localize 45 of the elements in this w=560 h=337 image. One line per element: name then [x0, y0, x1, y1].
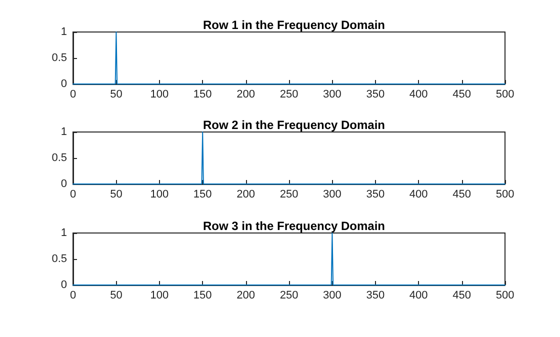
y-tick-label: 1 — [60, 227, 67, 239]
x-tick-label: 500 — [496, 290, 514, 302]
x-tick-label: 350 — [366, 88, 385, 100]
x-tick-label: 300 — [323, 188, 342, 200]
x-tick-label: 0 — [70, 88, 76, 100]
y-tick-label: 0 — [60, 178, 67, 190]
x-tick-label: 200 — [236, 88, 255, 100]
x-tick-label: 50 — [110, 88, 122, 100]
x-tick-label: 100 — [150, 290, 169, 302]
x-tick-label: 400 — [409, 290, 428, 302]
x-tick-label: 100 — [150, 88, 169, 100]
x-tick-label: 250 — [280, 188, 298, 200]
x-tick-label: 100 — [150, 188, 169, 200]
x-tick-label: 50 — [110, 290, 122, 302]
x-tick-label: 200 — [236, 290, 255, 302]
x-tick-label: 0 — [70, 290, 76, 302]
chart-title: Row 2 in the Frequency Domain — [202, 118, 386, 132]
x-tick-label: 450 — [452, 88, 471, 100]
x-tick-label: 300 — [323, 290, 342, 302]
x-tick-label: 0 — [70, 188, 76, 200]
x-tick-label: 150 — [193, 188, 212, 200]
y-tick-label: 0 — [60, 279, 67, 291]
x-tick-label: 150 — [193, 290, 212, 302]
x-tick-label: 450 — [452, 290, 471, 302]
x-tick-label: 200 — [236, 188, 255, 200]
x-tick-label: 450 — [452, 188, 471, 200]
y-tick-label: 0.5 — [52, 152, 67, 164]
x-tick-label: 400 — [409, 88, 428, 100]
y-tick-label: 1 — [60, 26, 67, 38]
y-tick-label: 0.5 — [52, 52, 67, 64]
x-tick-label: 500 — [496, 88, 514, 100]
y-tick-label: 0.5 — [52, 253, 67, 265]
x-tick-label: 400 — [409, 188, 428, 200]
chart-title: Row 1 in the Frequency Domain — [202, 18, 386, 32]
x-tick-label: 350 — [366, 290, 385, 302]
x-tick-label: 500 — [496, 188, 514, 200]
x-tick-label: 250 — [280, 290, 298, 302]
x-tick-label: 150 — [193, 88, 212, 100]
x-tick-label: 300 — [323, 88, 342, 100]
y-tick-label: 1 — [60, 126, 67, 138]
y-tick-label: 0 — [60, 78, 67, 90]
x-tick-label: 50 — [110, 188, 122, 200]
x-tick-label: 250 — [280, 88, 298, 100]
chart-title: Row 3 in the Frequency Domain — [202, 219, 386, 233]
x-tick-label: 350 — [366, 188, 385, 200]
